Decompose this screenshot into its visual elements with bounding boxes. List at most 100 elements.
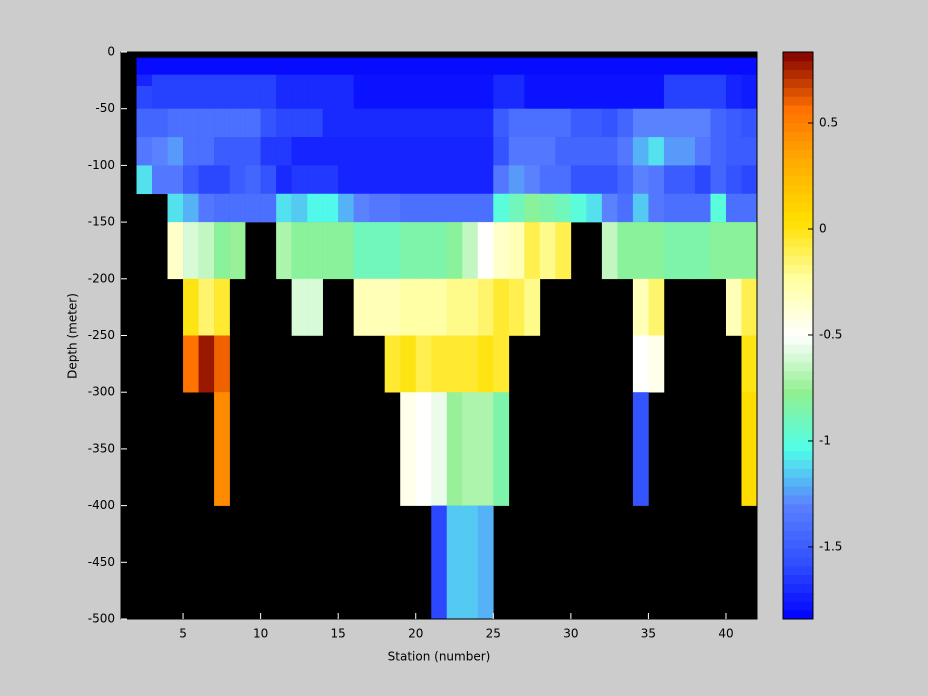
heatmap-cell [663, 222, 680, 280]
heatmap-cell [260, 165, 277, 195]
heatmap-cell [353, 86, 370, 109]
heatmap-cell [198, 137, 215, 166]
heatmap-cell [291, 108, 308, 138]
heatmap-cell [462, 74, 479, 87]
heatmap-cell [710, 57, 727, 75]
heatmap-cell [477, 222, 494, 280]
heatmap-cell [586, 193, 603, 223]
heatmap-cell [493, 278, 510, 336]
heatmap-cell [214, 86, 230, 109]
heatmap-cell [276, 137, 292, 166]
heatmap-cell [245, 86, 261, 109]
heatmap-cell [663, 165, 680, 195]
heatmap-cell [229, 165, 246, 195]
heatmap-cell [291, 137, 308, 166]
heatmap-cell [353, 74, 370, 87]
colorbar-tick-label: -1 [819, 433, 831, 447]
colorbar-segment [783, 512, 813, 522]
heatmap-cell [524, 165, 541, 195]
heatmap-cell [694, 165, 711, 195]
heatmap-cell [462, 165, 479, 195]
heatmap-cell [462, 57, 479, 75]
heatmap-cell [741, 74, 758, 87]
colorbar-segment [783, 441, 813, 452]
heatmap-cell [508, 57, 525, 75]
heatmap-cell [493, 57, 510, 75]
heatmap-cell [586, 165, 603, 195]
heatmap-cell [369, 74, 386, 87]
colorbar-segment [783, 610, 813, 620]
heatmap-cell [276, 222, 292, 280]
heatmap-cell [431, 74, 448, 87]
heatmap-cell [601, 193, 618, 223]
heatmap-cell [183, 222, 199, 280]
heatmap-cell [601, 57, 618, 75]
heatmap-cell [462, 392, 479, 506]
heatmap-cell [446, 137, 463, 166]
colorbar-segment [783, 486, 813, 496]
heatmap-cell [570, 165, 587, 195]
colorbar-segment [783, 574, 813, 584]
heatmap-cell [663, 108, 680, 138]
heatmap-cell [183, 137, 199, 166]
heatmap-cell [710, 193, 727, 223]
heatmap-cell [446, 193, 463, 223]
heatmap-cell [136, 57, 153, 75]
x-tick-label: 20 [408, 627, 423, 641]
colorbar-segment [783, 122, 813, 133]
heatmap-cell [136, 165, 153, 195]
heatmap-cell [229, 108, 246, 138]
heatmap-cell [477, 57, 494, 75]
heatmap-cell [446, 278, 463, 336]
heatmap-cell [276, 57, 292, 75]
y-tick-label: -150 [88, 215, 115, 229]
heatmap-cell [524, 57, 541, 75]
heatmap-cell [183, 335, 199, 393]
heatmap-cell [338, 108, 354, 138]
heatmap-cell [291, 57, 308, 75]
heatmap-cell [338, 57, 354, 75]
heatmap-cell [601, 74, 618, 87]
colorbar-tick-label: -0.5 [819, 327, 842, 341]
heatmap-cell [183, 108, 199, 138]
heatmap-cell [353, 278, 370, 336]
heatmap-cell [446, 165, 463, 195]
colorbar-segment [783, 246, 813, 257]
heatmap-cell [338, 74, 354, 87]
heatmap-cell [477, 137, 494, 166]
heatmap-cell [508, 165, 525, 195]
heatmap-cell [214, 74, 230, 87]
heatmap-cell [353, 193, 370, 223]
heatmap-cell [415, 137, 432, 166]
heatmap-cell [679, 57, 696, 75]
heatmap-cell [741, 278, 758, 336]
heatmap-cell [617, 57, 634, 75]
colorbar-segment [783, 52, 813, 62]
heatmap-cell [539, 222, 556, 280]
heatmap-cell [136, 86, 153, 109]
heatmap-cell [276, 165, 292, 195]
heatmap-cell [198, 165, 215, 195]
heatmap-cell [214, 278, 230, 336]
heatmap-cell [679, 74, 696, 87]
heatmap-cell [431, 505, 448, 620]
heatmap-cell [431, 222, 448, 280]
heatmap-cell [245, 74, 261, 87]
heatmap-cell [586, 86, 603, 109]
heatmap-cell [415, 392, 432, 506]
heatmap-cell [198, 222, 215, 280]
colorbar-segment [783, 344, 813, 354]
heatmap-cell [446, 222, 463, 280]
heatmap-cell [477, 278, 494, 336]
heatmap-cell [477, 335, 494, 393]
heatmap-cell [245, 137, 261, 166]
heatmap-cell [229, 74, 246, 87]
heatmap-cell [710, 74, 727, 87]
colorbar-segment [783, 220, 813, 230]
heatmap-cell [555, 86, 572, 109]
heatmap-cell [725, 57, 742, 75]
heatmap-cell [198, 335, 215, 393]
heatmap-cell [229, 193, 246, 223]
heatmap-cell [384, 86, 401, 109]
heatmap-cell [245, 57, 261, 75]
